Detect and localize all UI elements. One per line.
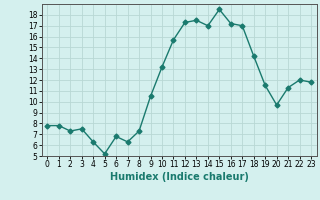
X-axis label: Humidex (Indice chaleur): Humidex (Indice chaleur) (110, 172, 249, 182)
